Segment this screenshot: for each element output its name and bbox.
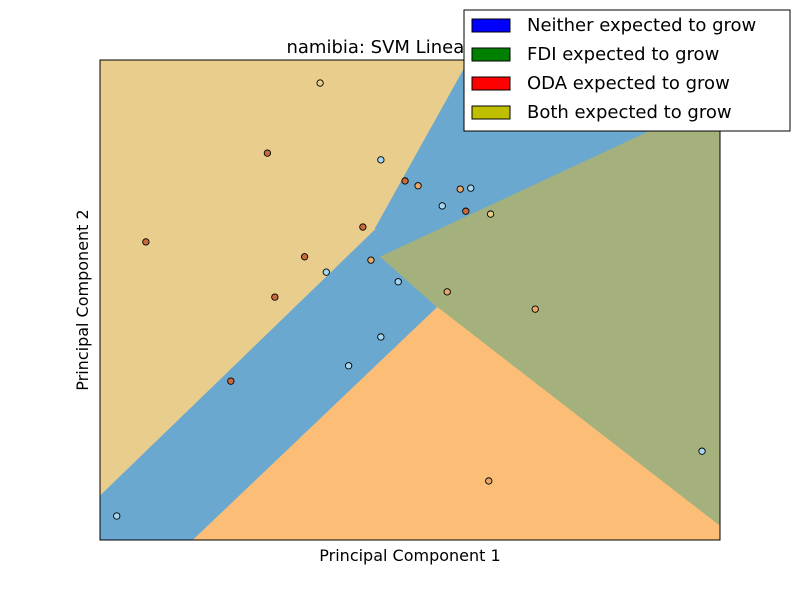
data-point — [531, 305, 539, 313]
legend-swatch — [471, 76, 511, 91]
data-point — [377, 333, 385, 341]
legend-label: ODA expected to grow — [527, 73, 730, 94]
legend: Neither expected to grow FDI expected to … — [463, 9, 791, 132]
data-point — [359, 223, 367, 231]
x-axis-label: Principal Component 1 — [319, 546, 500, 565]
data-point — [401, 177, 409, 185]
data-point — [485, 477, 493, 485]
data-points — [113, 79, 706, 520]
data-point — [377, 156, 385, 164]
data-point — [322, 268, 330, 276]
data-point — [467, 184, 475, 192]
y-axis-label: Principal Component 2 — [73, 209, 92, 390]
legend-swatch — [471, 47, 511, 62]
data-point — [227, 377, 235, 385]
legend-swatch — [471, 105, 511, 120]
legend-label: Both expected to grow — [527, 102, 732, 123]
data-point — [443, 288, 451, 296]
decision-regions — [99, 59, 721, 541]
data-point — [344, 362, 353, 370]
data-point — [271, 293, 279, 301]
data-point — [263, 149, 272, 157]
data-point — [113, 512, 121, 520]
data-point — [462, 207, 470, 215]
data-point — [486, 210, 495, 218]
data-point — [142, 238, 150, 246]
legend-label: Neither expected to grow — [527, 15, 756, 36]
data-point — [438, 202, 446, 210]
data-point — [316, 79, 324, 87]
data-point — [414, 182, 422, 190]
data-point — [367, 256, 375, 264]
plot-frame — [99, 59, 721, 541]
data-point — [456, 185, 464, 193]
legend-swatch — [471, 18, 511, 33]
legend-label: FDI expected to grow — [527, 44, 719, 65]
data-point — [394, 278, 402, 286]
legend-box — [463, 9, 791, 132]
data-point — [698, 447, 706, 455]
data-point — [300, 253, 309, 261]
